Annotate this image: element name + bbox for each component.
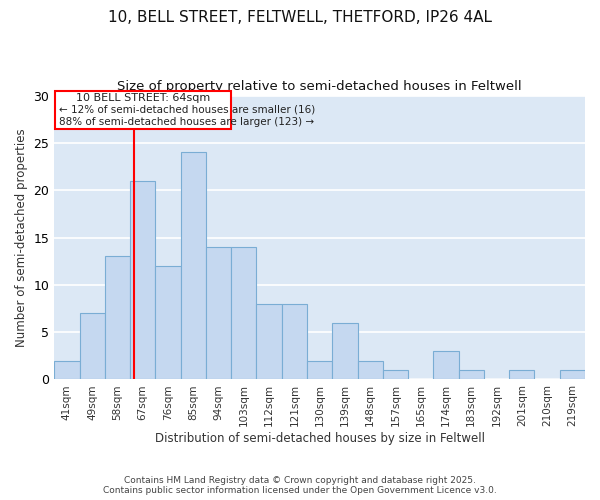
Bar xyxy=(231,247,256,380)
Text: Contains HM Land Registry data © Crown copyright and database right 2025.
Contai: Contains HM Land Registry data © Crown c… xyxy=(103,476,497,495)
Title: Size of property relative to semi-detached houses in Feltwell: Size of property relative to semi-detach… xyxy=(118,80,522,93)
Text: 10 BELL STREET: 64sqm: 10 BELL STREET: 64sqm xyxy=(76,93,210,103)
Bar xyxy=(383,370,408,380)
Text: 10, BELL STREET, FELTWELL, THETFORD, IP26 4AL: 10, BELL STREET, FELTWELL, THETFORD, IP2… xyxy=(108,10,492,25)
Text: ← 12% of semi-detached houses are smaller (16): ← 12% of semi-detached houses are smalle… xyxy=(59,104,315,114)
Y-axis label: Number of semi-detached properties: Number of semi-detached properties xyxy=(15,128,28,347)
Bar xyxy=(307,360,332,380)
Bar xyxy=(332,322,358,380)
Bar xyxy=(433,351,458,380)
Bar xyxy=(80,313,105,380)
Bar xyxy=(282,304,307,380)
Bar xyxy=(256,304,282,380)
Bar xyxy=(155,266,181,380)
FancyBboxPatch shape xyxy=(55,91,231,128)
Bar xyxy=(358,360,383,380)
Bar xyxy=(560,370,585,380)
Bar xyxy=(509,370,535,380)
Bar xyxy=(206,247,231,380)
Bar xyxy=(54,360,80,380)
Text: 88% of semi-detached houses are larger (123) →: 88% of semi-detached houses are larger (… xyxy=(59,116,314,126)
Bar xyxy=(130,180,155,380)
Bar xyxy=(181,152,206,380)
X-axis label: Distribution of semi-detached houses by size in Feltwell: Distribution of semi-detached houses by … xyxy=(155,432,485,445)
Bar xyxy=(105,256,130,380)
Bar xyxy=(458,370,484,380)
